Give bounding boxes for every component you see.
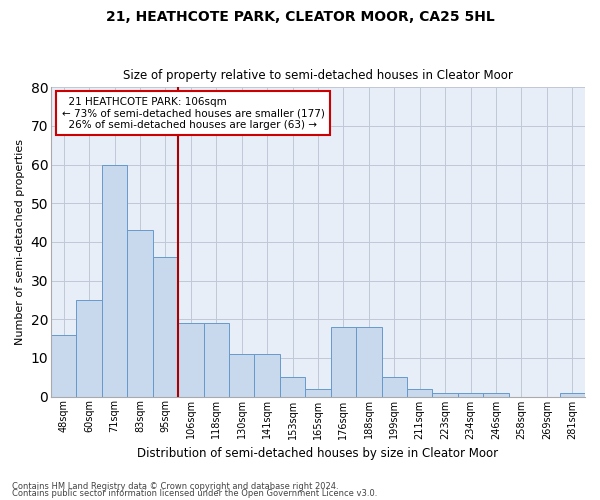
Bar <box>305 389 331 396</box>
Y-axis label: Number of semi-detached properties: Number of semi-detached properties <box>15 139 25 345</box>
Bar <box>203 323 229 396</box>
Bar <box>407 389 433 396</box>
Bar <box>229 354 254 397</box>
Bar <box>280 377 305 396</box>
Text: Contains public sector information licensed under the Open Government Licence v3: Contains public sector information licen… <box>12 490 377 498</box>
Bar <box>152 258 178 396</box>
Text: 21 HEATHCOTE PARK: 106sqm
← 73% of semi-detached houses are smaller (177)
  26% : 21 HEATHCOTE PARK: 106sqm ← 73% of semi-… <box>62 96 325 130</box>
Bar <box>76 300 102 396</box>
Bar <box>458 392 483 396</box>
Title: Size of property relative to semi-detached houses in Cleator Moor: Size of property relative to semi-detach… <box>123 69 513 82</box>
Text: Contains HM Land Registry data © Crown copyright and database right 2024.: Contains HM Land Registry data © Crown c… <box>12 482 338 491</box>
Bar <box>483 392 509 396</box>
Bar <box>356 327 382 396</box>
Text: 21, HEATHCOTE PARK, CLEATOR MOOR, CA25 5HL: 21, HEATHCOTE PARK, CLEATOR MOOR, CA25 5… <box>106 10 494 24</box>
Bar <box>254 354 280 397</box>
Bar <box>51 334 76 396</box>
Bar <box>127 230 152 396</box>
Bar <box>382 377 407 396</box>
Bar <box>560 392 585 396</box>
Bar <box>178 323 203 396</box>
Bar <box>433 392 458 396</box>
Bar <box>102 164 127 396</box>
Bar <box>331 327 356 396</box>
X-axis label: Distribution of semi-detached houses by size in Cleator Moor: Distribution of semi-detached houses by … <box>137 447 499 460</box>
